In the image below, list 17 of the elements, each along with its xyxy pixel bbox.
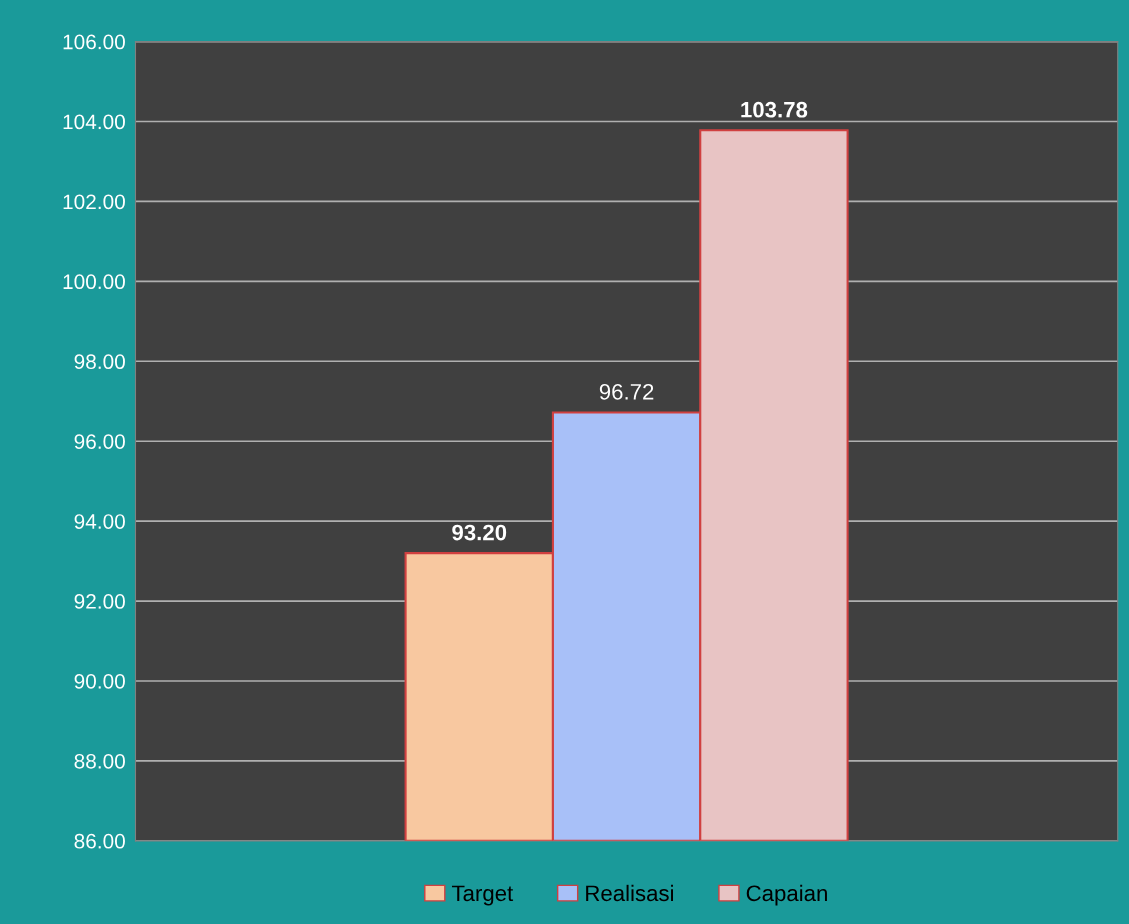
data-label: 96.72 xyxy=(599,383,654,400)
y-tick-label: 96.00 xyxy=(74,434,125,449)
legend-label: Target xyxy=(451,885,514,906)
legend-label: Realisasi xyxy=(586,884,673,902)
y-tick-label: 104.00 xyxy=(63,114,125,130)
y-tick-label: 92.00 xyxy=(74,594,125,609)
y-tick-label: 102.00 xyxy=(63,194,125,210)
y-tick-label: 88.00 xyxy=(74,753,125,769)
y-tick-label: 98.00 xyxy=(74,354,125,370)
data-label: 93.20 xyxy=(452,524,507,541)
y-tick-label: 100.00 xyxy=(63,274,125,290)
data-label: 103.78 xyxy=(741,101,808,118)
y-tick-label: 90.00 xyxy=(74,673,125,689)
y-tick-label: 86.00 xyxy=(74,833,125,849)
y-tick-label: 106.00 xyxy=(63,34,125,50)
legend-label: Capaian xyxy=(746,884,827,906)
y-tick-label: 94.00 xyxy=(74,514,125,529)
